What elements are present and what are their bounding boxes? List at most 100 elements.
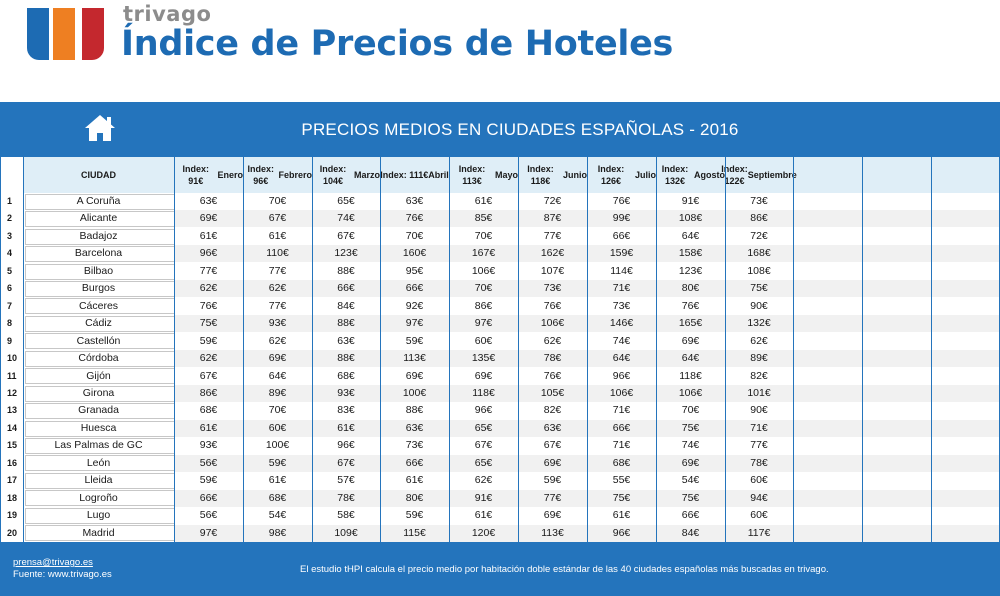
price-cell: 70€ [268, 404, 287, 417]
price-cell: 66€ [681, 509, 700, 522]
price-cell: 108€ [678, 212, 703, 225]
row-number: 18 [7, 492, 18, 503]
price-cell: 76€ [543, 369, 562, 382]
row-number: 8 [7, 318, 13, 329]
price-cell: 66€ [612, 229, 631, 242]
month-index: Index: 91€ [182, 164, 209, 186]
price-cell: 62€ [199, 352, 218, 365]
price-cell: 93€ [199, 439, 218, 452]
month-name: Julio [634, 170, 656, 180]
row-number: 12 [7, 387, 18, 398]
price-cell: 71€ [612, 404, 631, 417]
price-cell: 108€ [747, 264, 771, 277]
price-cell: 68€ [612, 456, 631, 469]
price-cell: 64€ [681, 229, 700, 242]
price-cell: 94€ [750, 491, 768, 504]
row-number: 20 [7, 527, 18, 538]
price-cell: 72€ [543, 195, 562, 207]
row-number: 19 [7, 510, 18, 521]
price-cell: 62€ [474, 474, 493, 487]
header-cell [449, 157, 518, 193]
price-cell: 165€ [678, 317, 703, 330]
price-cell: 88€ [337, 352, 355, 365]
city-name: Córdoba [78, 352, 119, 365]
city-cell-border [25, 315, 174, 332]
price-cell: 159€ [609, 247, 634, 260]
price-cell: 93€ [268, 317, 287, 330]
price-cell: 70€ [681, 404, 700, 417]
price-cell: 56€ [199, 456, 218, 469]
month-header: Index: 111€ Abril [380, 157, 449, 193]
city-name: Girona [82, 386, 115, 399]
price-cell: 68€ [268, 491, 287, 504]
price-cell: 69€ [681, 456, 700, 469]
price-cell: 66€ [612, 421, 631, 434]
city-cell-border [25, 298, 174, 315]
column-divider [931, 157, 932, 542]
row-number: 7 [7, 300, 13, 311]
price-cell: 54€ [268, 509, 287, 522]
city-cell-border [25, 246, 174, 263]
price-cell: 59€ [543, 474, 562, 487]
price-cell: 115€ [403, 526, 426, 539]
price-cell: 96€ [337, 439, 355, 452]
price-cell: 162€ [540, 247, 565, 260]
price-cell: 100€ [402, 386, 427, 399]
price-cell: 96€ [199, 247, 218, 260]
header-cell [931, 157, 1000, 193]
price-cell: 114€ [610, 264, 633, 277]
price-cell: 85€ [474, 212, 493, 225]
header: trivago Índice de Precios de Hoteles [0, 0, 1000, 100]
month-header: Index: 104€ Marzo [312, 157, 380, 193]
page-title: Índice de Precios de Hoteles [121, 24, 674, 64]
column-divider [518, 157, 519, 542]
price-cell: 54€ [681, 474, 700, 487]
month-header: Index: 96€ Febrero [243, 157, 312, 193]
price-cell: 97€ [474, 317, 493, 330]
city-name: Las Palmas de GC [54, 439, 143, 452]
price-cell: 73€ [543, 282, 562, 295]
column-divider [587, 157, 588, 542]
row-number: 9 [7, 335, 13, 346]
price-cell: 90€ [750, 404, 768, 417]
city-cell-border [25, 228, 174, 245]
price-cell: 92€ [405, 299, 424, 312]
price-cell: 91€ [474, 491, 493, 504]
header-cell [725, 157, 793, 193]
price-cell: 88€ [337, 264, 355, 277]
price-cell: 59€ [199, 334, 218, 347]
price-cell: 58€ [337, 509, 355, 522]
home-icon[interactable] [82, 112, 118, 144]
price-cell: 72€ [750, 229, 768, 242]
price-cell: 75€ [681, 421, 700, 434]
table-banner: PRECIOS MEDIOS EN CIUDADES ESPAÑOLAS - 2… [0, 102, 1000, 157]
price-cell: 73€ [750, 195, 768, 207]
price-cell: 74€ [681, 439, 700, 452]
city-name: Badajoz [79, 229, 118, 242]
row-number: 5 [7, 265, 13, 276]
city-cell-border [25, 420, 174, 437]
price-cell: 76€ [612, 195, 631, 207]
price-cell: 61€ [337, 421, 355, 434]
city-name: Castellón [76, 334, 121, 347]
month-header: Index: 126€ Julio [587, 157, 656, 193]
email-link[interactable]: prensa@trivago.es [13, 557, 93, 568]
price-cell: 60€ [750, 509, 768, 522]
city-cell-border [25, 455, 174, 472]
price-cell: 71€ [750, 421, 768, 434]
price-cell: 63€ [543, 421, 562, 434]
price-cell: 67€ [199, 369, 218, 382]
row-number: 10 [7, 353, 18, 364]
price-cell: 70€ [474, 229, 493, 242]
month-header: Index: 113€ Mayo [449, 157, 518, 193]
city-cell-border [25, 507, 174, 524]
price-cell: 65€ [337, 195, 355, 207]
price-cell: 91€ [681, 195, 700, 207]
header-cell [862, 157, 931, 193]
price-cell: 68€ [337, 369, 355, 382]
column-divider [862, 157, 863, 542]
price-cell: 113€ [403, 352, 426, 365]
price-cell: 69€ [199, 212, 218, 225]
price-cell: 109€ [334, 526, 358, 539]
price-cell: 61€ [199, 421, 218, 434]
